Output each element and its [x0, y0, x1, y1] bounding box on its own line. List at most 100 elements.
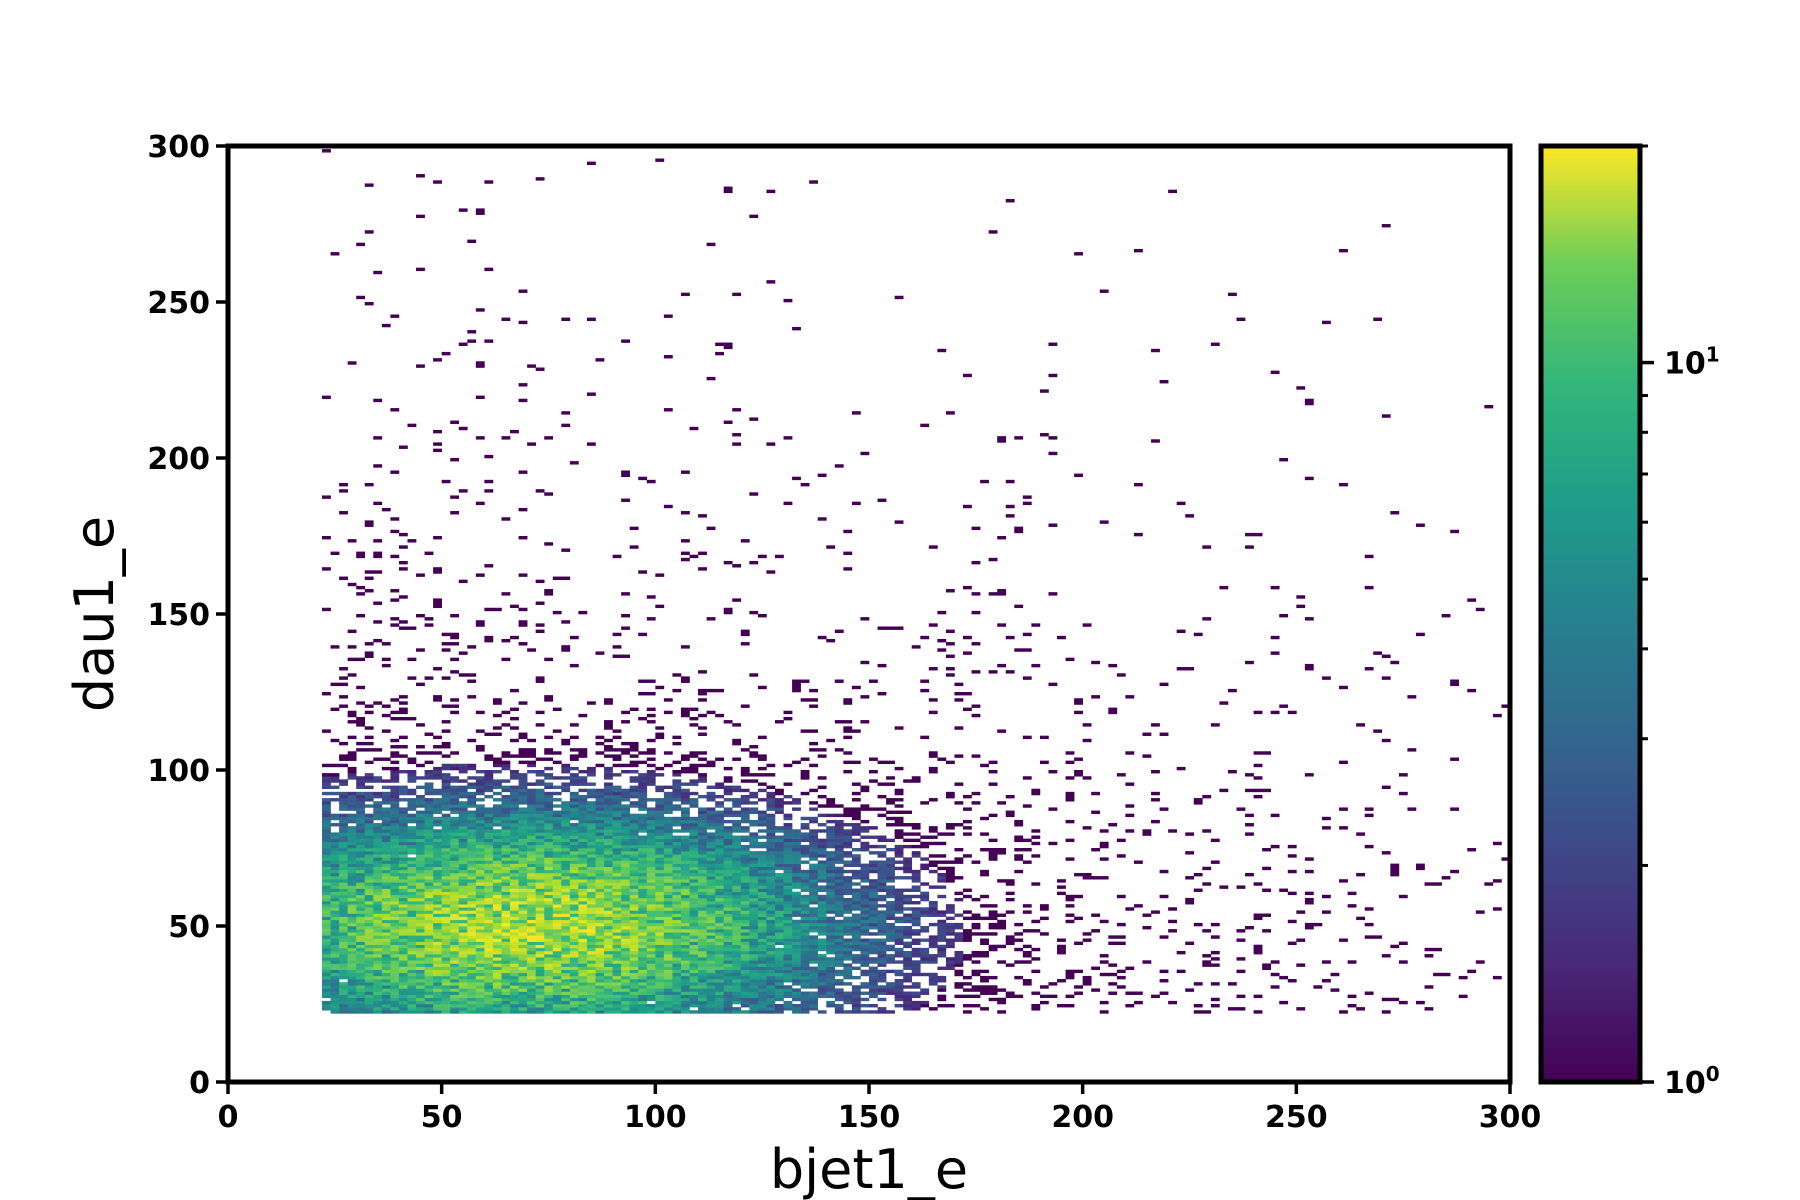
heatmap-cell	[621, 838, 630, 843]
heatmap-cell	[809, 994, 819, 999]
heatmap-cell	[561, 957, 571, 961]
heatmap-cell	[518, 929, 528, 933]
heatmap-cell	[373, 857, 383, 861]
heatmap-cell	[698, 894, 707, 899]
heatmap-cell	[817, 910, 827, 914]
heatmap-cell	[544, 882, 554, 886]
heatmap-cell	[663, 801, 673, 805]
heatmap-cell	[441, 704, 451, 708]
heatmap-cell	[621, 907, 630, 911]
heatmap-cell	[339, 1010, 348, 1014]
heatmap-cell	[492, 975, 502, 980]
heatmap-cell	[740, 944, 750, 949]
heatmap-cell	[561, 872, 571, 877]
heatmap-cell	[698, 922, 707, 927]
heatmap-cell	[809, 835, 819, 839]
heatmap-cell	[347, 826, 357, 830]
heatmap-cell	[689, 848, 699, 852]
heatmap-cell	[381, 891, 391, 896]
heatmap-cell	[723, 560, 733, 565]
heatmap-cell	[680, 957, 690, 961]
heatmap-cell	[450, 960, 460, 964]
heatmap-cell	[655, 798, 665, 802]
heatmap-cell	[322, 947, 331, 952]
heatmap-cell	[586, 1000, 596, 1005]
heatmap-cell	[680, 876, 690, 880]
heatmap-cell	[569, 801, 579, 805]
heatmap-cell	[458, 891, 468, 896]
heatmap-cell	[569, 947, 579, 952]
heatmap-cell	[586, 891, 596, 896]
heatmap-cell	[569, 997, 579, 1002]
heatmap-cell	[569, 904, 579, 908]
heatmap-cell	[424, 813, 434, 818]
heatmap-cell	[638, 979, 648, 983]
heatmap-cell	[817, 473, 827, 478]
heatmap-cell	[381, 1010, 391, 1014]
heatmap-cell	[578, 844, 588, 849]
heatmap-cell	[339, 1004, 348, 1008]
heatmap-cell	[501, 944, 511, 949]
heatmap-cell	[604, 773, 613, 777]
heatmap-cell	[381, 704, 391, 708]
heatmap-cell	[800, 907, 810, 911]
heatmap-cell	[843, 972, 853, 977]
heatmap-cell	[492, 860, 502, 864]
heatmap-cell	[433, 848, 442, 852]
heatmap-cell	[322, 813, 331, 818]
heatmap-cell	[646, 910, 656, 914]
heatmap-cell	[715, 1007, 725, 1011]
heatmap-cell	[740, 851, 750, 855]
heatmap-cell	[757, 916, 767, 921]
heatmap-cell	[680, 826, 690, 830]
heatmap-cell	[552, 848, 562, 852]
heatmap-cell	[800, 838, 810, 843]
heatmap-cell	[569, 938, 579, 942]
heatmap-cell	[535, 963, 545, 967]
heatmap-cell	[749, 985, 759, 989]
heatmap-cell	[834, 748, 844, 752]
heatmap-cell	[433, 776, 442, 780]
heatmap-cell	[732, 738, 742, 743]
heatmap-cell	[518, 994, 528, 999]
heatmap-cell	[604, 910, 613, 914]
heatmap-cell	[663, 997, 673, 1002]
heatmap-cell	[398, 816, 408, 821]
heatmap-cell	[646, 679, 656, 683]
heatmap-cell	[450, 869, 460, 874]
heatmap-cell	[672, 741, 682, 746]
heatmap-cell	[655, 932, 665, 936]
heatmap-cell	[604, 966, 613, 970]
heatmap-cell	[757, 929, 767, 933]
heatmap-cell	[416, 763, 425, 768]
heatmap-cell	[612, 916, 622, 921]
heatmap-cell	[441, 819, 451, 824]
heatmap-cell	[475, 710, 485, 715]
heatmap-cell	[663, 1004, 673, 1008]
heatmap-cell	[322, 919, 331, 924]
heatmap-cell	[416, 860, 425, 864]
heatmap-cell	[347, 838, 357, 843]
heatmap-cell	[381, 944, 391, 949]
heatmap-cell	[458, 832, 468, 836]
heatmap-cell	[655, 947, 665, 952]
heatmap-cell	[629, 872, 639, 877]
heatmap-cell	[330, 860, 340, 864]
heatmap-cell	[826, 891, 836, 896]
heatmap-cell	[356, 969, 366, 974]
heatmap-cell	[339, 794, 348, 799]
heatmap-cell	[501, 436, 511, 440]
heatmap-cell	[492, 882, 502, 886]
heatmap-cell	[458, 975, 468, 980]
heatmap-cell	[339, 813, 348, 818]
heatmap-cell	[766, 882, 776, 886]
heatmap-cell	[638, 854, 648, 858]
heatmap-cell	[467, 957, 477, 961]
heatmap-cell	[347, 829, 357, 833]
heatmap-cell	[732, 408, 742, 412]
heatmap-cell	[330, 1007, 340, 1011]
heatmap-cell	[441, 994, 451, 999]
heatmap-cell	[757, 554, 767, 559]
heatmap-cell	[792, 688, 801, 693]
heatmap-cell	[364, 901, 374, 905]
